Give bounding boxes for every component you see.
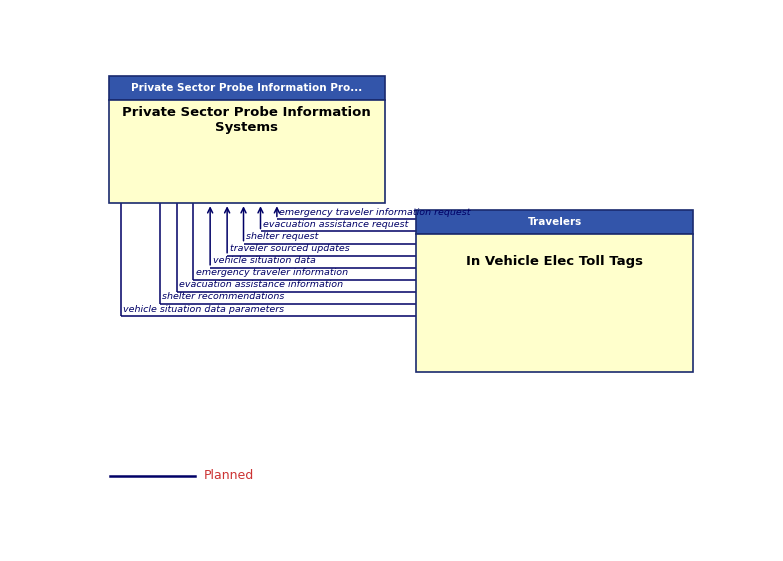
Text: traveler sourced updates: traveler sourced updates <box>229 244 349 253</box>
Text: emergency traveler information request: emergency traveler information request <box>280 208 471 217</box>
Text: Travelers: Travelers <box>528 217 582 227</box>
Text: vehicle situation data: vehicle situation data <box>212 256 316 265</box>
Text: Private Sector Probe Information Pro...: Private Sector Probe Information Pro... <box>132 83 363 93</box>
Text: Private Sector Probe Information
Systems: Private Sector Probe Information Systems <box>122 107 371 135</box>
Text: shelter recommendations: shelter recommendations <box>162 292 284 301</box>
Text: evacuation assistance request: evacuation assistance request <box>263 220 408 229</box>
Text: shelter request: shelter request <box>246 232 319 241</box>
Bar <box>417 233 693 372</box>
Bar <box>109 100 385 204</box>
Text: In Vehicle Elec Toll Tags: In Vehicle Elec Toll Tags <box>466 255 643 268</box>
Text: Planned: Planned <box>204 469 254 482</box>
Text: vehicle situation data parameters: vehicle situation data parameters <box>124 305 284 314</box>
Text: evacuation assistance information: evacuation assistance information <box>179 280 343 289</box>
Bar <box>109 76 385 100</box>
Text: emergency traveler information: emergency traveler information <box>196 268 348 277</box>
Bar <box>417 210 693 233</box>
